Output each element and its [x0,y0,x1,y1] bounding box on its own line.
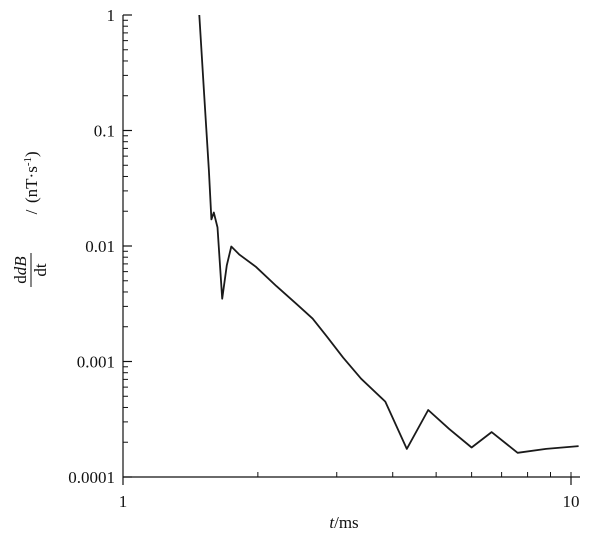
x-axis-title-symbol: t [329,513,335,532]
x-tick-label: 10 [563,492,580,511]
y-tick-label: 0.1 [94,122,115,141]
y-axis-title-unit: (nT·s-1) [22,151,41,203]
y-axis-title-numerator-d: d [11,275,30,284]
y-axis-title-unit-open: (nT·s [22,166,41,203]
y-axis-title-denominator: dt [31,263,50,277]
y-axis-title-numerator: ddB [11,256,30,284]
series-group [198,14,579,454]
y-tick-label: 1 [107,6,116,25]
x-tick-label: 1 [119,492,128,511]
y-axis-title-slash: / [22,209,41,214]
y-axis-title: ddB dt / (nT·s-1) [11,151,50,287]
y-axis-title-numerator-B: dB [11,256,30,276]
y-tick-label: 0.01 [85,237,115,256]
y-tick-label: 0.001 [77,353,115,372]
x-axis-ticks: 1 10 [119,472,580,511]
y-axis-ticks: 1 0.1 0.01 0.001 0.0001 [68,6,132,487]
series-line [198,14,579,454]
x-axis-title-unit: ms [339,513,359,532]
x-axis-title: t/ms [329,513,358,532]
y-tick-label: 0.0001 [68,468,115,487]
y-axis-title-unit-sup: -1 [22,157,34,166]
y-axis-title-unit-close: ) [22,151,41,157]
x-axis-title-slash: / [334,513,339,532]
axes: 1 0.1 0.01 0.001 0.0001 1 10 [68,6,580,511]
